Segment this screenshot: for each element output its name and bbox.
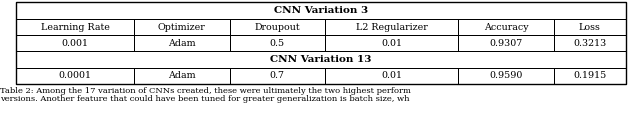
- Text: 0.0001: 0.0001: [59, 71, 92, 81]
- Text: 0.01: 0.01: [381, 39, 402, 47]
- Text: Droupout: Droupout: [254, 22, 300, 31]
- Text: Loss: Loss: [579, 22, 601, 31]
- Text: 0.1915: 0.1915: [573, 71, 607, 81]
- Text: Table 2: Among the 17 variation of CNNs created, these were ultimately the two h: Table 2: Among the 17 variation of CNNs …: [0, 87, 411, 95]
- Bar: [16, 68, 134, 84]
- Bar: [325, 68, 458, 84]
- Bar: [230, 35, 325, 51]
- Text: CNN Variation 3: CNN Variation 3: [274, 6, 368, 15]
- Bar: [325, 19, 458, 35]
- Bar: [134, 68, 230, 84]
- Bar: [230, 68, 325, 84]
- Bar: [554, 68, 626, 84]
- Text: 0.5: 0.5: [269, 39, 285, 47]
- Bar: [554, 19, 626, 35]
- Text: 0.3213: 0.3213: [573, 39, 607, 47]
- Text: L2 Regularizer: L2 Regularizer: [356, 22, 428, 31]
- Bar: [16, 51, 626, 68]
- Bar: [458, 19, 554, 35]
- Bar: [16, 19, 134, 35]
- Bar: [230, 19, 325, 35]
- Text: 0.7: 0.7: [269, 71, 285, 81]
- Text: Adam: Adam: [168, 71, 196, 81]
- Bar: [458, 68, 554, 84]
- Text: Accuracy: Accuracy: [484, 22, 528, 31]
- Text: Learning Rate: Learning Rate: [41, 22, 109, 31]
- Text: 0.9590: 0.9590: [489, 71, 523, 81]
- Bar: [134, 35, 230, 51]
- Text: Optimizer: Optimizer: [158, 22, 205, 31]
- Bar: [554, 35, 626, 51]
- Bar: [16, 35, 134, 51]
- Text: Adam: Adam: [168, 39, 196, 47]
- Text: 0.001: 0.001: [61, 39, 88, 47]
- Text: versions. Another feature that could have been tuned for greater generalization : versions. Another feature that could hav…: [0, 95, 410, 103]
- Bar: [16, 2, 626, 19]
- Bar: [458, 35, 554, 51]
- Text: 0.01: 0.01: [381, 71, 402, 81]
- Bar: [325, 35, 458, 51]
- Text: CNN Variation 13: CNN Variation 13: [270, 55, 372, 64]
- Bar: [16, 2, 626, 84]
- Bar: [134, 19, 230, 35]
- Text: 0.9307: 0.9307: [490, 39, 522, 47]
